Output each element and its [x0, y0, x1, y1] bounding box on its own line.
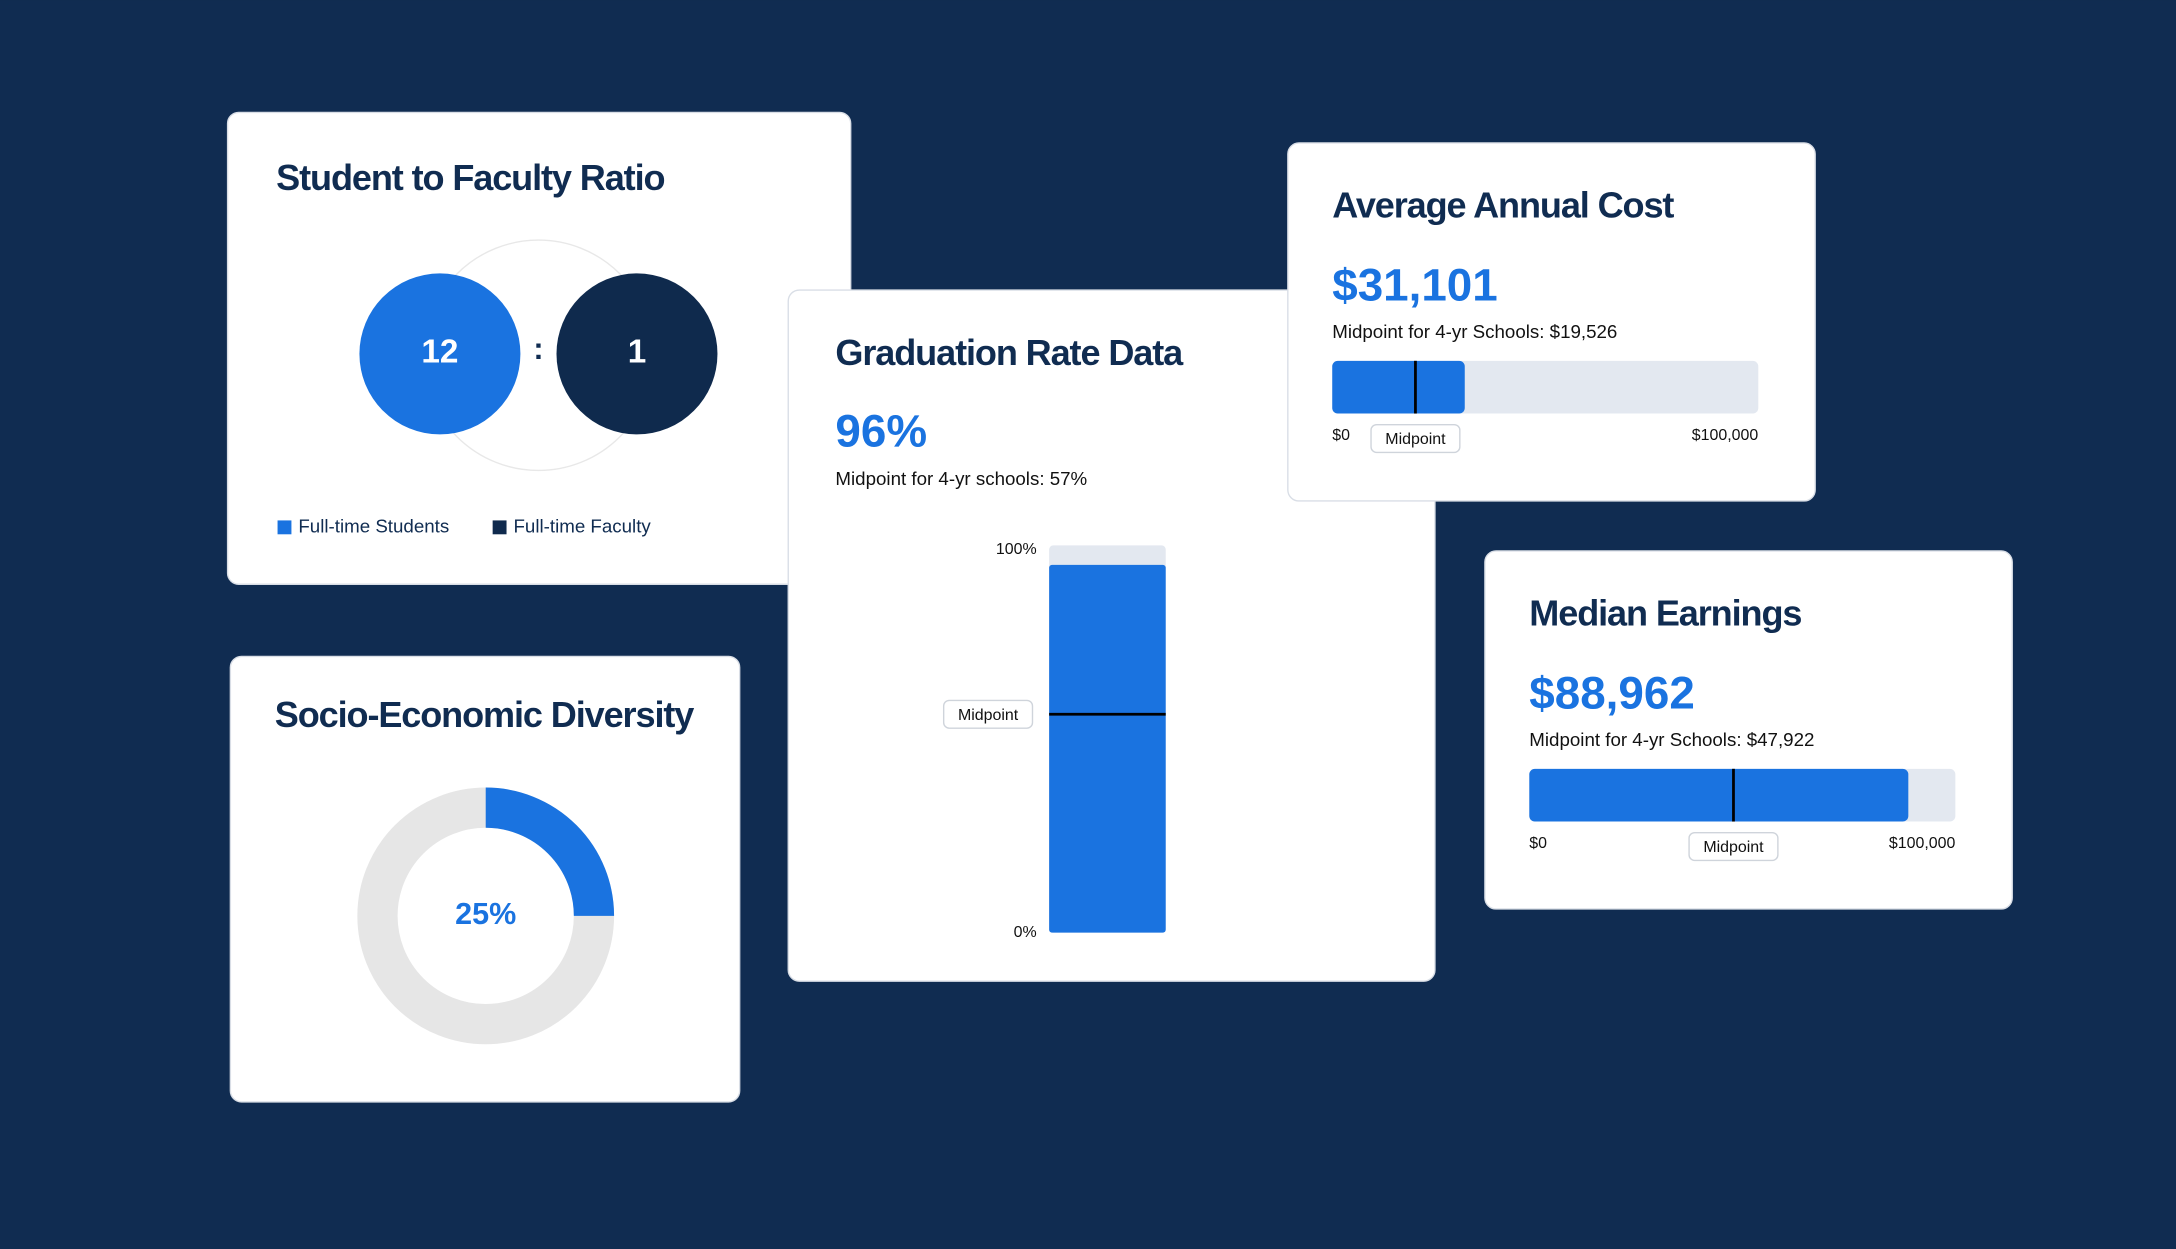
x-tick-label: $100,000	[1692, 427, 1759, 444]
headline-value: 96%	[835, 405, 927, 456]
bar	[1049, 564, 1166, 933]
midpoint-text: Midpoint for 4-yr Schools: $47,922	[1529, 729, 1814, 750]
x-tick-label: $0	[1529, 835, 1547, 852]
legend-swatch	[277, 520, 292, 535]
donut-label: 25%	[455, 897, 516, 931]
ratio-separator: :	[533, 332, 543, 366]
faculty-value: 1	[628, 334, 647, 371]
bar	[1529, 768, 1909, 822]
headline-value: $31,101	[1332, 260, 1498, 311]
midpoint-tag	[942, 699, 1034, 729]
midpoint-tag	[1688, 831, 1779, 862]
midpoint-text: Midpoint for 4-yr schools: 57%	[835, 468, 1087, 489]
students-circle	[359, 273, 521, 435]
midpoint-tag-label: Midpoint	[958, 707, 1019, 724]
card	[229, 655, 741, 1103]
midpoint-tag-label: Midpoint	[1385, 431, 1446, 448]
x-tick-label: $0	[1332, 427, 1350, 444]
y-tick-label: 0%	[1014, 924, 1037, 941]
x-tick-label: $100,000	[1889, 835, 1956, 852]
headline-value: $88,962	[1529, 668, 1694, 719]
midpoint-tag	[1370, 423, 1461, 454]
card-title: Student to Faculty Ratio	[276, 157, 664, 198]
donut-arc	[485, 787, 615, 917]
y-tick-label: 100%	[996, 541, 1037, 558]
students-value: 12	[421, 334, 458, 371]
midpoint-text: Midpoint for 4-yr Schools: $19,526	[1332, 321, 1617, 342]
card-title: Graduation Rate Data	[835, 332, 1184, 373]
legend-label: Full-time Faculty	[513, 515, 651, 536]
legend-swatch	[492, 520, 507, 535]
midpoint-tag-label: Midpoint	[1703, 839, 1764, 856]
card-title: Median Earnings	[1529, 593, 1801, 634]
card-title: Socio-Economic Diversity	[275, 694, 694, 735]
bar	[1332, 360, 1465, 414]
legend-label: Full-time Students	[298, 515, 449, 536]
faculty-circle	[556, 273, 718, 435]
card-title: Average Annual Cost	[1332, 185, 1674, 226]
